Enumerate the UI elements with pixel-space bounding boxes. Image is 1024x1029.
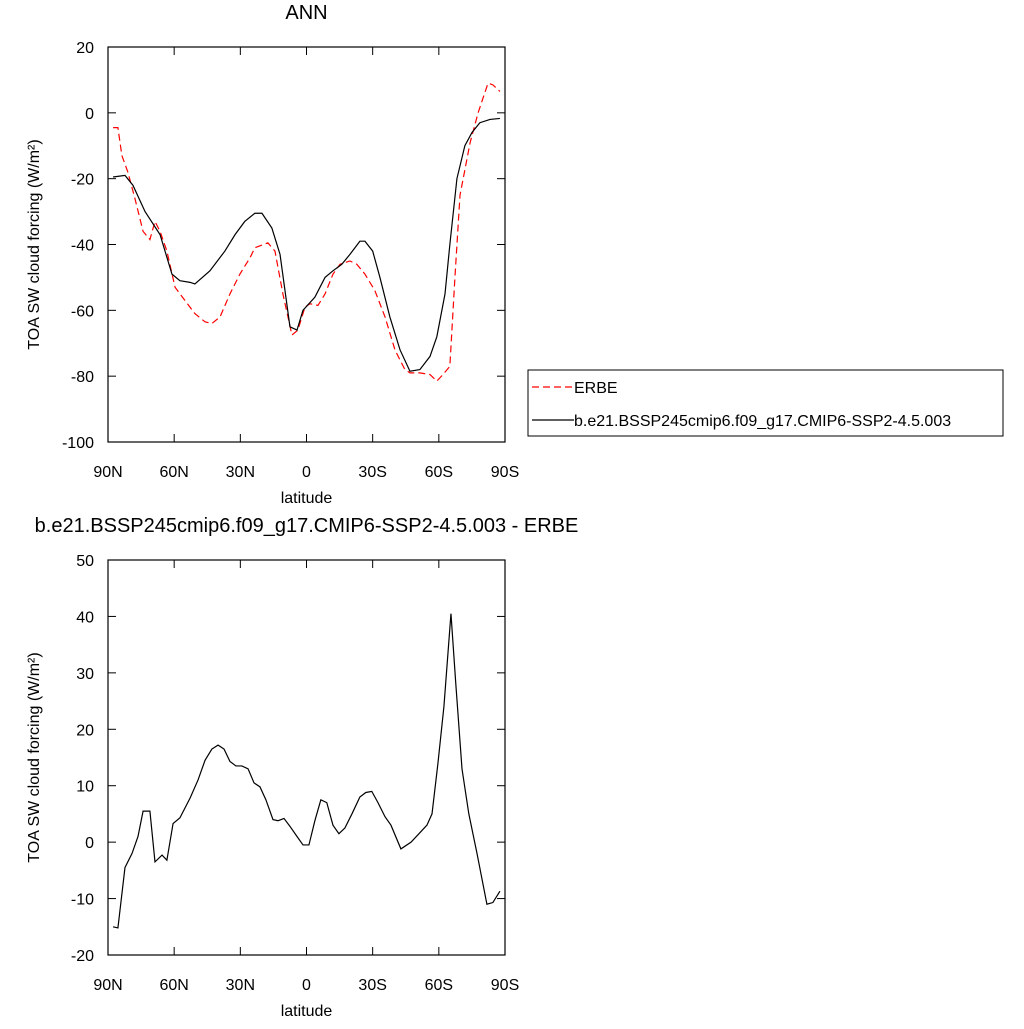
x-tick-label: 90S	[491, 464, 519, 481]
x-tick-label: 90N	[93, 977, 122, 994]
plot-frame	[107, 559, 506, 956]
x-tick-label: 30N	[226, 977, 255, 994]
x-tick-label: 30N	[226, 464, 255, 481]
x-tick-label: 60S	[425, 977, 453, 994]
chart-title: ANN	[285, 2, 327, 24]
y-tick-label: 40	[76, 609, 94, 626]
y-tick-label: 50	[76, 553, 94, 570]
y-tick-label: -10	[71, 892, 94, 909]
x-tick-label: 30S	[358, 977, 386, 994]
y-axis-label: TOA SW cloud forcing (W/m²)	[26, 139, 43, 349]
y-tick-label: -80	[71, 369, 94, 386]
x-tick-label: 90S	[491, 977, 519, 994]
y-tick-label: 20	[76, 40, 94, 57]
legend-label: b.e21.BSSP245cmip6.f09_g17.CMIP6-SSP2-4.…	[574, 413, 951, 430]
x-tick-label: 0	[302, 464, 311, 481]
x-tick-label: 90N	[93, 464, 122, 481]
y-tick-label: -100	[62, 435, 94, 452]
y-tick-label: -20	[71, 172, 94, 189]
x-axis-label: latitude	[281, 490, 333, 507]
plot-frame	[107, 46, 506, 443]
x-tick-label: 60S	[425, 464, 453, 481]
x-tick-label: 0	[302, 977, 311, 994]
y-tick-label: 0	[85, 106, 94, 123]
data-line	[112, 613, 501, 929]
legend-frame	[527, 369, 1004, 437]
y-tick-label: 30	[76, 666, 94, 683]
x-tick-label: 60N	[159, 464, 188, 481]
x-axis-label: latitude	[281, 1003, 333, 1020]
y-axis-label: TOA SW cloud forcing (W/m²)	[26, 652, 43, 862]
y-tick-label: 0	[85, 835, 94, 852]
y-tick-label: -20	[71, 948, 94, 965]
chart-title: b.e21.BSSP245cmip6.f09_g17.CMIP6-SSP2-4.…	[35, 515, 579, 537]
legend-label: ERBE	[574, 380, 618, 397]
y-tick-label: -40	[71, 238, 94, 255]
data-line	[113, 82, 501, 382]
y-tick-label: 20	[76, 722, 94, 739]
x-tick-label: 30S	[358, 464, 386, 481]
y-tick-label: 10	[76, 779, 94, 796]
x-tick-label: 60N	[159, 977, 188, 994]
data-line	[112, 117, 500, 372]
y-tick-label: -60	[71, 303, 94, 320]
